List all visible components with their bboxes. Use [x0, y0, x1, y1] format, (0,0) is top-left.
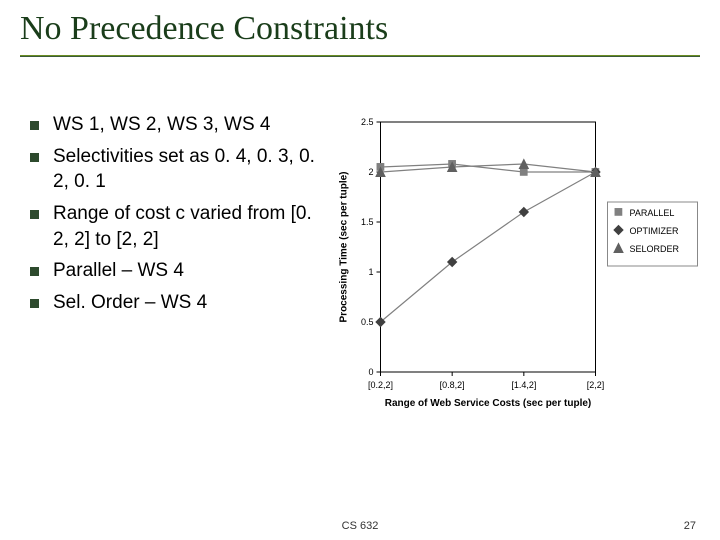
svg-text:[1.4,2]: [1.4,2]	[511, 380, 536, 390]
svg-text:[0.2,2]: [0.2,2]	[368, 380, 393, 390]
bullet-text: Parallel – WS 4	[53, 258, 184, 284]
svg-text:0: 0	[368, 367, 373, 377]
footer-center: CS 632	[342, 520, 379, 532]
list-item: Parallel – WS 4	[30, 258, 330, 284]
footer: CS 632 27	[0, 520, 720, 532]
svg-text:2.5: 2.5	[361, 117, 374, 127]
footer-right: 27	[684, 520, 696, 532]
list-item: Sel. Order – WS 4	[30, 290, 330, 316]
bullet-icon	[30, 121, 39, 130]
svg-text:SELORDER: SELORDER	[630, 244, 680, 254]
svg-text:Range of Web Service Costs (se: Range of Web Service Costs (sec per tupl…	[385, 398, 592, 409]
content-row: WS 1, WS 2, WS 3, WS 4 Selectivities set…	[0, 57, 720, 432]
svg-text:OPTIMIZER: OPTIMIZER	[630, 226, 679, 236]
page-title: No Precedence Constraints	[20, 10, 700, 48]
svg-text:[0.8,2]: [0.8,2]	[440, 380, 465, 390]
slide: No Precedence Constraints WS 1, WS 2, WS…	[0, 0, 720, 540]
list-item: WS 1, WS 2, WS 3, WS 4	[30, 112, 330, 138]
chart-svg: 0 0.5 1 1.5 2 2.5 Processing Time (sec per tup…	[330, 112, 705, 432]
bullet-text: Range of cost c varied from [0. 2, 2] to…	[53, 201, 330, 252]
chart: 0 0.5 1 1.5 2 2.5 Processing Time (sec per tup…	[330, 112, 705, 432]
bullet-icon	[30, 267, 39, 276]
bullet-list: WS 1, WS 2, WS 3, WS 4 Selectivities set…	[30, 112, 330, 432]
svg-text:1: 1	[368, 267, 373, 277]
svg-text:[2,2]: [2,2]	[587, 380, 605, 390]
bullet-text: WS 1, WS 2, WS 3, WS 4	[53, 112, 270, 138]
bullet-text: Sel. Order – WS 4	[53, 290, 207, 316]
svg-text:Processing Time (sec per tuple: Processing Time (sec per tuple)	[339, 172, 350, 323]
bullet-icon	[30, 153, 39, 162]
list-item: Selectivities set as 0. 4, 0. 3, 0. 2, 0…	[30, 144, 330, 195]
svg-text:PARALLEL: PARALLEL	[630, 208, 675, 218]
bullet-text: Selectivities set as 0. 4, 0. 3, 0. 2, 0…	[53, 144, 330, 195]
list-item: Range of cost c varied from [0. 2, 2] to…	[30, 201, 330, 252]
svg-text:1.5: 1.5	[361, 217, 374, 227]
bullet-icon	[30, 299, 39, 308]
svg-text:2: 2	[368, 167, 373, 177]
bullet-icon	[30, 210, 39, 219]
title-area: No Precedence Constraints	[0, 0, 720, 53]
svg-text:0.5: 0.5	[361, 317, 374, 327]
